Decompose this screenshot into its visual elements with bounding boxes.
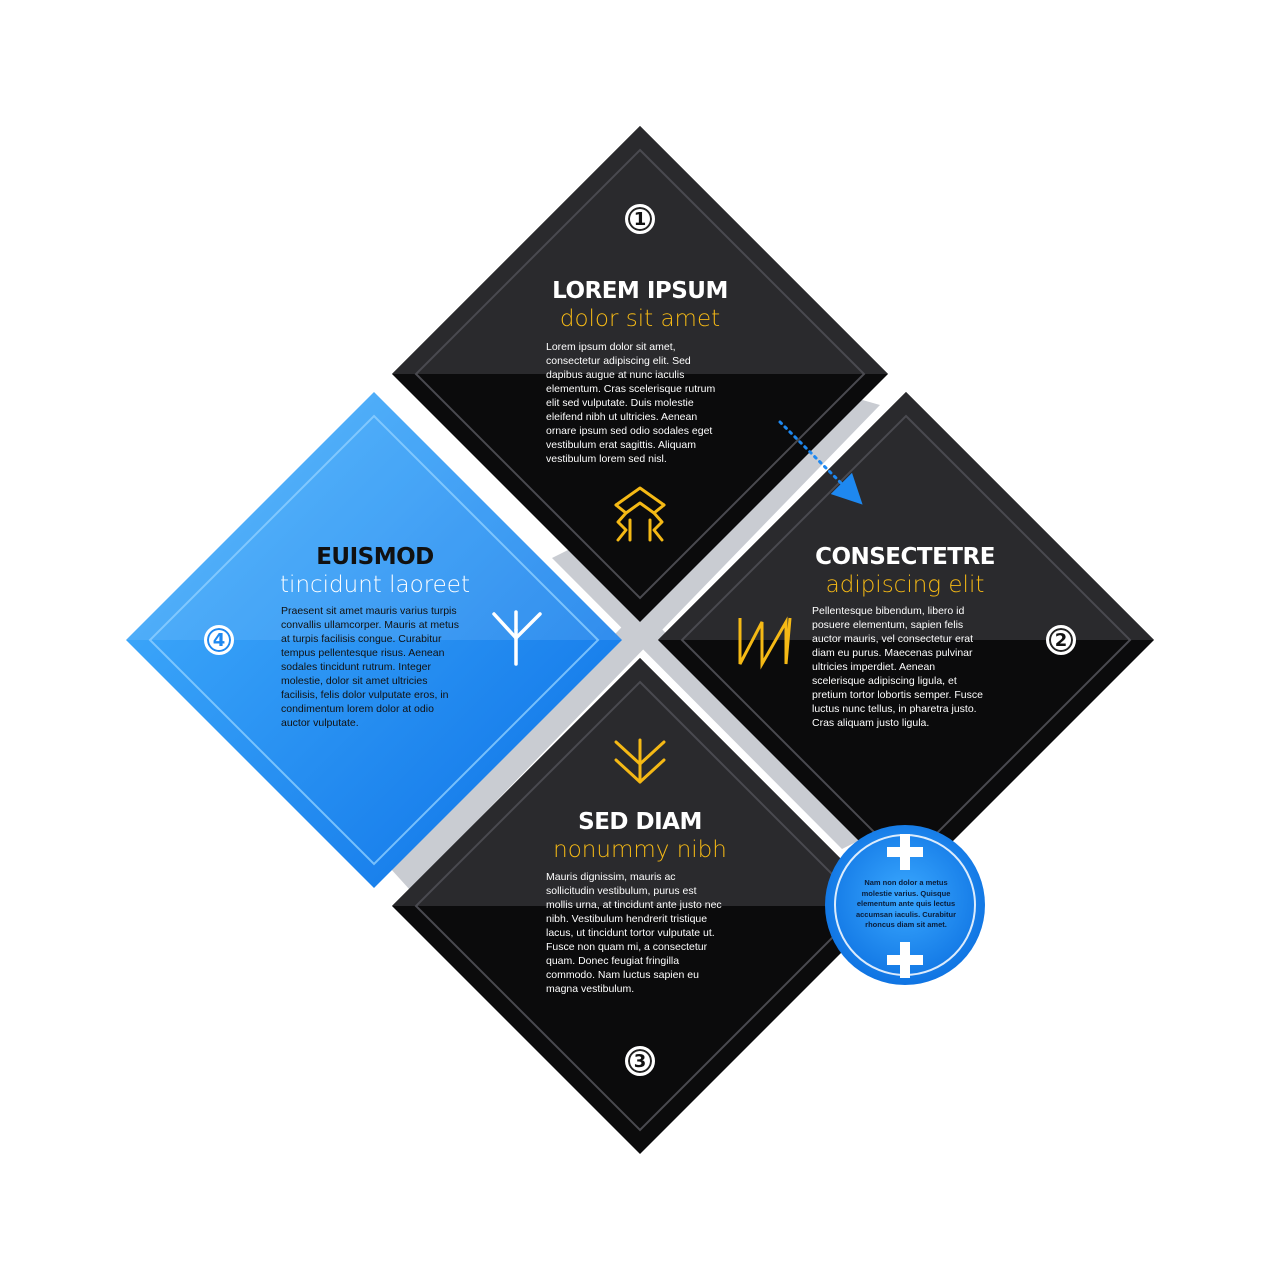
plus-icon-top	[887, 834, 923, 870]
step-2-subtitle: adipiscing elit	[825, 572, 985, 598]
step-1-body: Lorem ipsum dolor sit amet, consectetur …	[546, 341, 716, 465]
flow-arrow	[778, 420, 863, 505]
peak-icon	[614, 486, 666, 542]
step-1-badge: 1	[625, 204, 655, 234]
step-3-body: Mauris dignissim, mauris ac sollicitudin…	[546, 871, 722, 995]
step-3-subtitle: nonummy nibh	[553, 837, 727, 863]
note-text: Nam non dolor a metus molestie varius. Q…	[855, 878, 957, 929]
fork-icon	[492, 610, 542, 666]
step-4-badge: 4	[204, 625, 234, 655]
step-2-badge: 2	[1046, 625, 1076, 655]
step-4-body: Praesent sit amet mauris varius turpis c…	[281, 605, 459, 729]
chevron-down-icon	[614, 738, 666, 784]
step-4-subtitle: tincidunt laoreet	[280, 572, 470, 598]
step-1-diamond	[392, 126, 888, 622]
plus-icon-bottom	[887, 942, 923, 978]
step-2-diamond	[658, 392, 1154, 888]
step-4-title: EUISMOD	[316, 544, 434, 570]
step-3-title: SED DIAM	[578, 809, 702, 835]
step-4-diamond	[126, 392, 622, 888]
note-circle	[825, 825, 985, 985]
step-2-body: Pellentesque bibendum, libero id posuere…	[812, 605, 983, 729]
gap-band-ne-sw	[390, 395, 880, 890]
step-2-title: CONSECTETRE	[815, 544, 995, 570]
step-3-badge: 3	[625, 1046, 655, 1076]
step-1-title: LOREM IPSUM	[552, 278, 728, 304]
zigzag-icon	[738, 616, 792, 670]
step-1-subtitle: dolor sit amet	[559, 306, 721, 332]
